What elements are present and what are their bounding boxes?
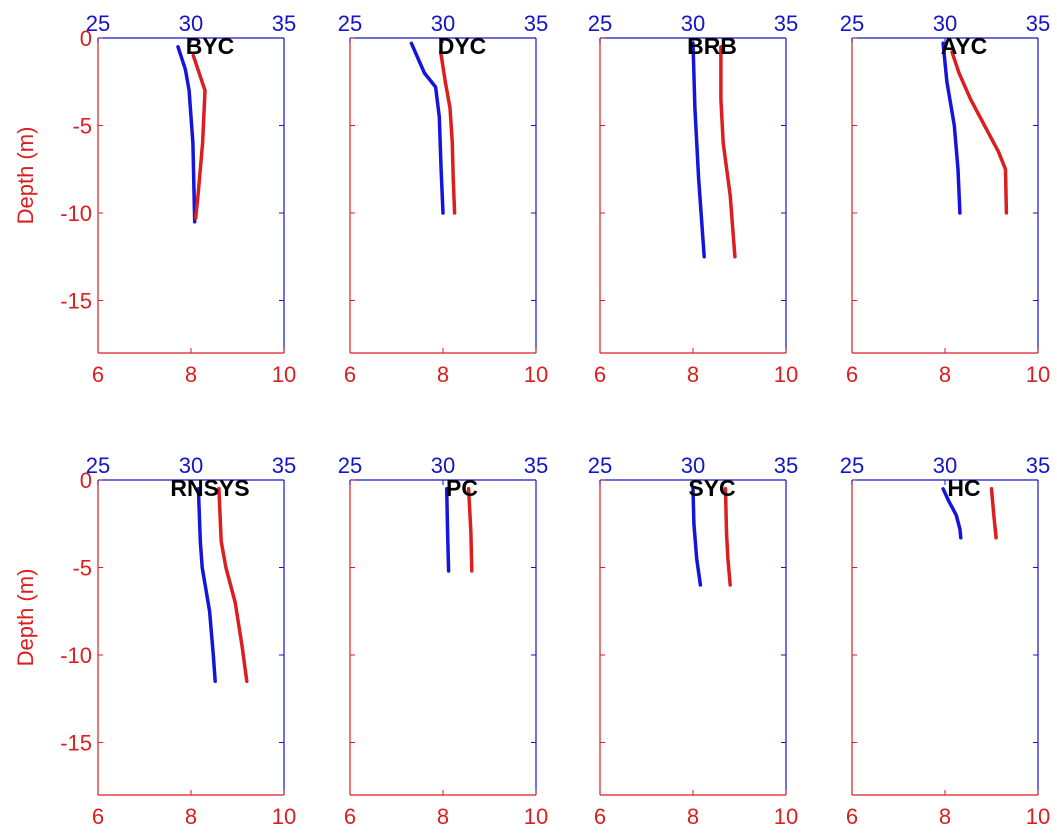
- top-tick-label: 35: [774, 453, 798, 478]
- bottom-tick-label: 6: [344, 362, 356, 387]
- top-tick-label: 35: [524, 453, 548, 478]
- panel-title: AYC: [941, 33, 987, 59]
- blue-profile-line: [409, 41, 445, 215]
- top-tick-label: 30: [179, 453, 203, 478]
- bottom-tick-label: 8: [687, 804, 699, 829]
- bottom-tick-label: 8: [687, 362, 699, 387]
- bottom-tick-label: 8: [185, 804, 197, 829]
- top-tick-label: 30: [933, 453, 957, 478]
- bottom-tick-label: 10: [524, 362, 548, 387]
- panel-rnsys: 0 -5 -10 -15 25 30 35 6 8 10 Depth (m) RNSYS: [13, 453, 296, 829]
- top-tick-label: 30: [681, 11, 705, 36]
- top-tick-label: 30: [431, 453, 455, 478]
- bottom-tick-label: 10: [1026, 804, 1050, 829]
- top-tick-label: 30: [681, 453, 705, 478]
- blue-profile-line: [691, 41, 706, 259]
- panel-title: DYC: [438, 33, 487, 59]
- top-tick-label: 25: [588, 453, 612, 478]
- panel-title: BYC: [186, 33, 235, 59]
- blue-profile-line: [691, 487, 703, 587]
- bottom-tick-label: 8: [185, 362, 197, 387]
- blue-profile-line: [176, 45, 197, 224]
- blue-profile-line: [941, 487, 963, 540]
- y-tick-label: -5: [72, 114, 92, 139]
- y-tick-label: 0: [80, 26, 92, 51]
- y-tick-label: 0: [80, 468, 92, 493]
- panel-title: RNSYS: [170, 475, 249, 501]
- panel-title: HC: [947, 475, 980, 501]
- top-tick-label: 35: [272, 453, 296, 478]
- panel-dyc: 25 30 35 6 8 10 DYC: [338, 11, 548, 387]
- top-tick-label: 30: [179, 11, 203, 36]
- y-tick-label: -15: [60, 731, 92, 756]
- bottom-tick-label: 8: [939, 362, 951, 387]
- bottom-tick-label: 6: [344, 804, 356, 829]
- y-axis-label: Depth (m): [13, 127, 38, 225]
- panel-byc: 0 -5 -10 -15 25 30 35 6 8 10 Depth (m) BYC: [13, 11, 296, 387]
- top-tick-label: 35: [272, 11, 296, 36]
- red-profile-line: [466, 487, 474, 573]
- bottom-tick-label: 10: [774, 804, 798, 829]
- bottom-tick-label: 10: [774, 362, 798, 387]
- panel-brb: 25 30 35 6 8 10 BRB: [588, 11, 798, 387]
- top-tick-label: 25: [840, 453, 864, 478]
- red-profile-line: [719, 45, 737, 259]
- top-tick-label: 25: [588, 11, 612, 36]
- axes-frame: [97, 37, 285, 354]
- bottom-tick-label: 6: [92, 362, 104, 387]
- top-tick-label: 35: [1026, 11, 1050, 36]
- bottom-tick-label: 10: [272, 362, 296, 387]
- panel-pc: 25 30 35 6 8 10 PC: [338, 453, 548, 829]
- top-tick-label: 25: [86, 453, 110, 478]
- panel-ayc: 25 30 35 6 8 10 AYC: [840, 11, 1050, 387]
- blue-profile-line: [444, 487, 451, 573]
- bottom-tick-label: 6: [594, 362, 606, 387]
- axes-frame: [97, 479, 285, 796]
- bottom-tick-label: 8: [939, 804, 951, 829]
- bottom-tick-label: 8: [437, 804, 449, 829]
- panel-syc: 25 30 35 6 8 10 SYC: [588, 453, 798, 829]
- red-profile-line: [217, 487, 249, 684]
- top-tick-label: 25: [338, 453, 362, 478]
- y-tick-label: -10: [60, 201, 92, 226]
- red-profile-line: [191, 53, 207, 221]
- bottom-tick-label: 10: [524, 804, 548, 829]
- top-tick-label: 35: [774, 11, 798, 36]
- bottom-tick-label: 10: [272, 804, 296, 829]
- bottom-tick-label: 6: [846, 804, 858, 829]
- axes-frame: [851, 37, 1039, 354]
- bottom-tick-label: 6: [92, 804, 104, 829]
- panel-hc: 25 30 35 6 8 10 HC: [840, 453, 1050, 829]
- bottom-tick-label: 10: [1026, 362, 1050, 387]
- panel-title: PC: [446, 475, 478, 501]
- bottom-tick-label: 6: [594, 804, 606, 829]
- bottom-tick-label: 6: [846, 362, 858, 387]
- y-tick-label: -5: [72, 556, 92, 581]
- panel-title: BRB: [687, 33, 737, 59]
- blue-profile-line: [941, 41, 962, 215]
- top-tick-label: 30: [933, 11, 957, 36]
- y-tick-label: -15: [60, 289, 92, 314]
- top-tick-label: 25: [840, 11, 864, 36]
- red-profile-line: [989, 487, 998, 540]
- blue-profile-line: [196, 487, 217, 684]
- panel-title: SYC: [688, 475, 735, 501]
- top-tick-label: 35: [1026, 453, 1050, 478]
- axes-frame: [349, 479, 537, 796]
- y-axis-label: Depth (m): [13, 569, 38, 667]
- red-profile-line: [438, 50, 457, 215]
- top-tick-label: 25: [86, 11, 110, 36]
- top-tick-label: 30: [431, 11, 455, 36]
- top-tick-label: 35: [524, 11, 548, 36]
- top-tick-label: 25: [338, 11, 362, 36]
- red-profile-line: [950, 50, 1009, 215]
- y-tick-label: -10: [60, 643, 92, 668]
- bottom-tick-label: 8: [437, 362, 449, 387]
- red-profile-line: [723, 487, 732, 587]
- axes-frame: [851, 479, 1039, 796]
